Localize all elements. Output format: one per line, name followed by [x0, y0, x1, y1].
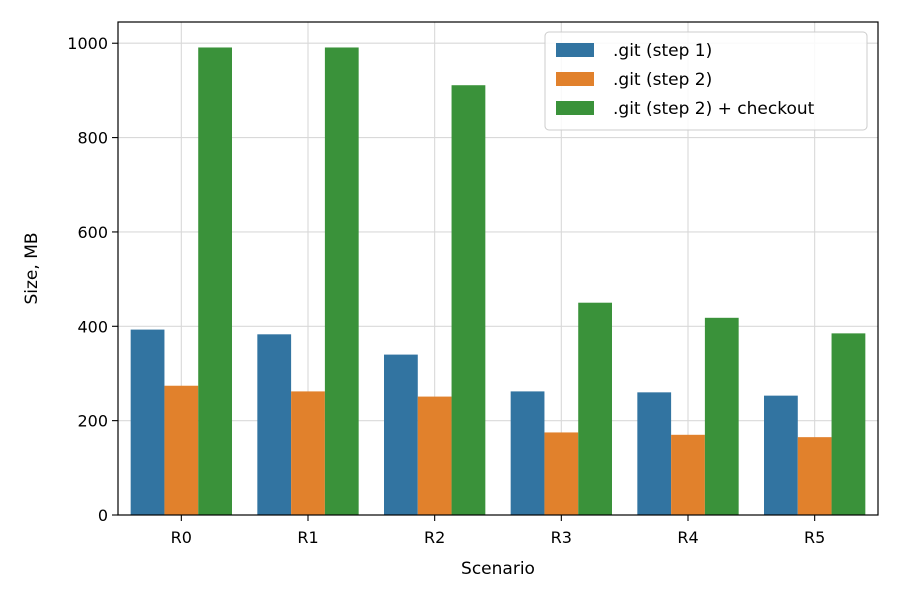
x-tick-label-r4: R4: [677, 528, 698, 547]
x-tick-label-r3: R3: [551, 528, 572, 547]
bar-r1-series-2: [291, 391, 325, 515]
legend-swatch-2: [556, 72, 594, 86]
bar-r1-series-3: [324, 47, 359, 516]
bar-r0-series-2: [164, 385, 199, 515]
legend-label-3: .git (step 2) + checkout: [613, 99, 815, 119]
bar-r5-series-3: [831, 333, 866, 515]
y-axis-label: Size, MB: [22, 232, 42, 304]
bar-r4-series-2: [671, 434, 705, 515]
x-axis-label: Scenario: [461, 559, 535, 579]
bars: [130, 47, 866, 516]
x-tick-label-r5: R5: [804, 528, 825, 547]
legend-swatch-1: [556, 43, 594, 57]
bar-r0-series-3: [198, 47, 232, 516]
axes: 0 200 400 600 800 1000 R0 R1 R2 R3 R4 R5: [67, 34, 825, 547]
bar-r2-series-2: [417, 396, 452, 515]
legend-box: [544, 31, 868, 131]
bar-r4-series-3: [704, 317, 739, 515]
legend-swatch-3: [556, 101, 594, 115]
y-tick-label: 800: [77, 129, 108, 148]
x-tick-label-r0: R0: [171, 528, 192, 547]
y-tick-label: 400: [77, 317, 108, 336]
y-tick-label: 200: [77, 412, 108, 431]
bar-r3-series-3: [578, 302, 612, 515]
bar-r1-series-1: [257, 334, 292, 515]
y-tick-label: 1000: [67, 34, 108, 53]
x-tick-label-r1: R1: [297, 528, 318, 547]
bar-r2-series-3: [451, 85, 486, 515]
bar-r5-series-1: [764, 395, 798, 515]
bar-r3-series-2: [544, 432, 579, 515]
y-tick-label: 600: [77, 223, 108, 242]
plot-frame: [117, 21, 879, 516]
bar-r4-series-1: [637, 392, 672, 515]
x-tick-label-r2: R2: [424, 528, 445, 547]
bar-r0-series-1: [130, 329, 165, 515]
legend-label-2: .git (step 2): [613, 70, 712, 90]
legend: .git (step 1) .git (step 2) .git (step 2) …: [544, 31, 868, 131]
bar-r2-series-1: [384, 354, 418, 515]
bar-r5-series-2: [797, 437, 832, 515]
legend-label-1: .git (step 1): [613, 41, 712, 61]
bar-r3-series-1: [510, 391, 545, 515]
y-tick-label: 0: [98, 506, 108, 525]
